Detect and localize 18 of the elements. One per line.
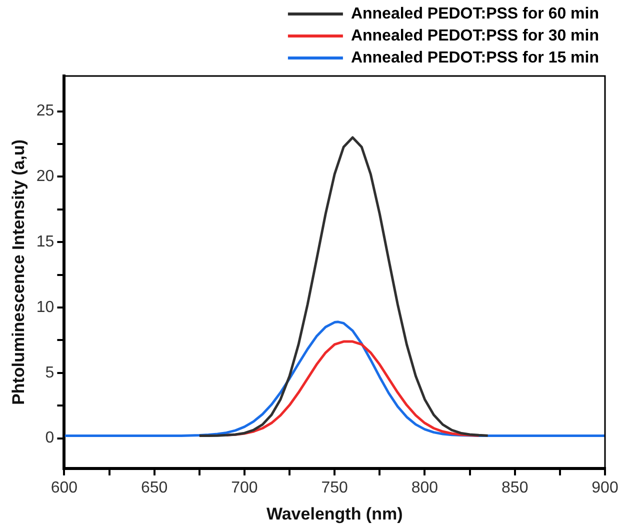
x-axis-title: Wavelength (nm) xyxy=(266,504,403,524)
y-tick-label: 5 xyxy=(45,364,54,382)
y-tick-label: 15 xyxy=(36,234,54,251)
x-tick-label: 900 xyxy=(592,479,618,496)
y-tick-label: 0 xyxy=(45,430,54,447)
legend-label: Annealed PEDOT:PSS for 60 min xyxy=(350,5,600,22)
y-axis-title: Phtoluminescence Intensity (a,u) xyxy=(8,139,28,405)
y-tick-label: 25 xyxy=(36,102,54,120)
x-tick-label: 750 xyxy=(321,479,348,496)
x-tick-label: 650 xyxy=(140,479,168,496)
x-tick-label: 700 xyxy=(231,479,258,496)
y-tick-label: 20 xyxy=(36,168,54,186)
x-tick-label: 600 xyxy=(50,479,78,496)
legend-label: Annealed PEDOT:PSS for 30 min xyxy=(350,27,600,44)
legend-label: Annealed PEDOT:PSS for 15 min xyxy=(350,49,600,66)
y-tick-label: 10 xyxy=(36,298,54,316)
x-tick-label: 800 xyxy=(411,479,438,496)
x-tick-label: 850 xyxy=(502,479,528,496)
